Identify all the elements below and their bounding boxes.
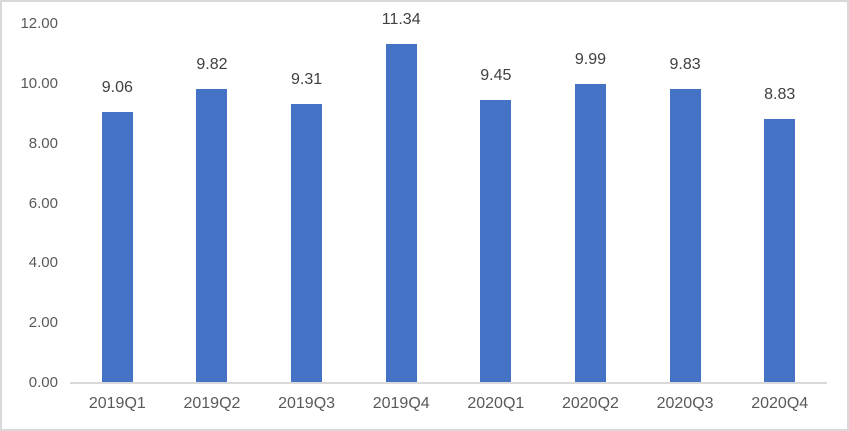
x-axis-label-2019Q3: 2019Q3 bbox=[278, 395, 336, 412]
y-axis-tick-label: 8.00 bbox=[28, 134, 58, 152]
x-axis-label-2020Q3: 2020Q3 bbox=[656, 395, 714, 412]
y-axis-tick-label: 4.00 bbox=[28, 254, 58, 272]
x-axis-line bbox=[70, 382, 827, 384]
bar-2020Q4 bbox=[764, 118, 796, 383]
data-label-2019Q1: 9.06 bbox=[101, 78, 133, 96]
x-axis-label-2019Q2: 2019Q2 bbox=[183, 395, 241, 412]
x-axis-label-2020Q2: 2020Q2 bbox=[561, 395, 619, 412]
data-label-2019Q3: 9.31 bbox=[290, 71, 323, 89]
data-label-2019Q2: 9.82 bbox=[196, 56, 228, 74]
data-label-2020Q1: 9.45 bbox=[480, 67, 512, 85]
data-label-2020Q3: 9.83 bbox=[669, 55, 701, 73]
bar-2020Q2 bbox=[574, 84, 606, 383]
data-label-2020Q4: 8.83 bbox=[764, 85, 796, 103]
y-axis-tick-label: 6.00 bbox=[28, 194, 58, 212]
y-axis-tick-label: 2.00 bbox=[28, 314, 58, 332]
y-axis-tick-label: 0.00 bbox=[28, 374, 58, 391]
data-label-2020Q2: 9.99 bbox=[574, 51, 606, 69]
x-axis-label-2020Q4: 2020Q4 bbox=[751, 395, 809, 412]
x-axis-label-2020Q1: 2020Q1 bbox=[467, 395, 525, 412]
bar-2019Q4 bbox=[385, 43, 417, 383]
bar-2019Q2 bbox=[196, 89, 228, 383]
bar-2020Q3 bbox=[669, 88, 701, 383]
x-axis-label-2019Q4: 2019Q4 bbox=[372, 395, 430, 412]
bar-2020Q1 bbox=[480, 100, 512, 383]
y-axis-tick-label: 10.00 bbox=[20, 74, 58, 92]
y-axis-tick-label: 12.00 bbox=[20, 15, 58, 32]
data-label-2019Q4: 11.34 bbox=[381, 10, 421, 28]
bar-2019Q3 bbox=[291, 104, 323, 383]
x-axis-label-2019Q1: 2019Q1 bbox=[88, 395, 146, 412]
bar-2019Q1 bbox=[101, 111, 133, 383]
